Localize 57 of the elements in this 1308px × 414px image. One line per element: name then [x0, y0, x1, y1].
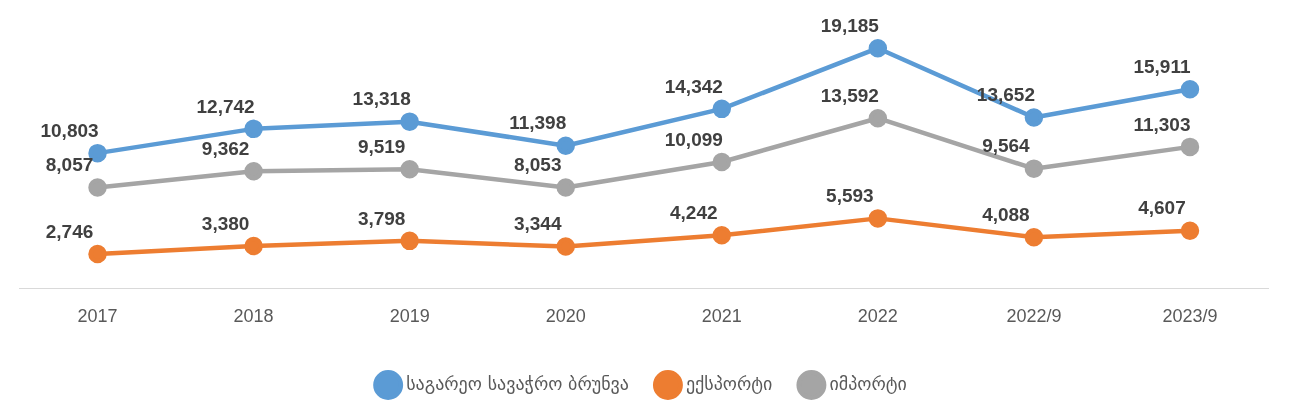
x-tick-label: 2022 — [857, 306, 898, 327]
point — [1180, 137, 1200, 157]
point — [88, 178, 107, 197]
point — [868, 108, 888, 128]
point — [244, 161, 263, 181]
data-label: 19,185 — [820, 14, 880, 36]
x-tick-label: 2017 — [77, 306, 118, 327]
data-label: 4,607 — [1138, 197, 1186, 219]
data-label: 15,911 — [1133, 55, 1191, 77]
point — [1024, 227, 1044, 247]
point — [1180, 79, 1200, 99]
data-label: 5,593 — [826, 185, 874, 207]
point — [556, 178, 575, 197]
data-label: 4,242 — [670, 202, 718, 224]
point — [244, 236, 263, 256]
point — [556, 136, 575, 155]
data-label: 9,519 — [357, 135, 406, 157]
point — [1024, 108, 1044, 127]
point — [556, 237, 575, 256]
data-label: 10,803 — [40, 119, 99, 141]
data-label: 11,303 — [1133, 113, 1191, 135]
point — [244, 119, 263, 139]
data-label: 3,798 — [357, 207, 406, 229]
legend-label: იმპორტი — [829, 372, 907, 394]
data-label: 2,746 — [45, 220, 94, 242]
data-label: 9,564 — [982, 135, 1031, 157]
point — [400, 231, 419, 251]
point — [868, 209, 888, 228]
point — [400, 112, 419, 131]
data-label: 3,344 — [513, 213, 562, 235]
data-label: 9,362 — [201, 137, 250, 159]
x-tick-label: 2022/9 — [1006, 306, 1062, 327]
data-label: 3,380 — [201, 212, 250, 234]
point — [1180, 221, 1200, 240]
data-label: 8,057 — [45, 154, 94, 176]
data-label: 8,053 — [513, 154, 562, 176]
point — [88, 244, 107, 264]
data-label: 13,592 — [820, 84, 879, 106]
x-tick-label: 2023/9 — [1162, 306, 1218, 327]
point — [400, 159, 419, 179]
data-label: 11,398 — [509, 112, 567, 134]
point — [712, 152, 732, 172]
data-label: 12,742 — [196, 95, 255, 117]
data-label: 13,318 — [352, 88, 411, 110]
point — [712, 99, 732, 119]
data-label: 14,342 — [664, 75, 723, 97]
point — [868, 38, 888, 58]
x-tick-label: 2020 — [545, 306, 586, 327]
data-label: 10,099 — [664, 128, 723, 150]
legend-label: ექსპორტი — [685, 372, 773, 394]
legend-label: საგარეო სავაჭრო ბრუნვა — [406, 372, 629, 394]
x-tick-label: 2018 — [233, 306, 274, 327]
data-label: 4,088 — [982, 203, 1030, 225]
point — [1024, 159, 1044, 178]
x-tick-label: 2021 — [701, 306, 742, 327]
x-tick-label: 2019 — [389, 306, 430, 327]
point — [712, 226, 732, 245]
